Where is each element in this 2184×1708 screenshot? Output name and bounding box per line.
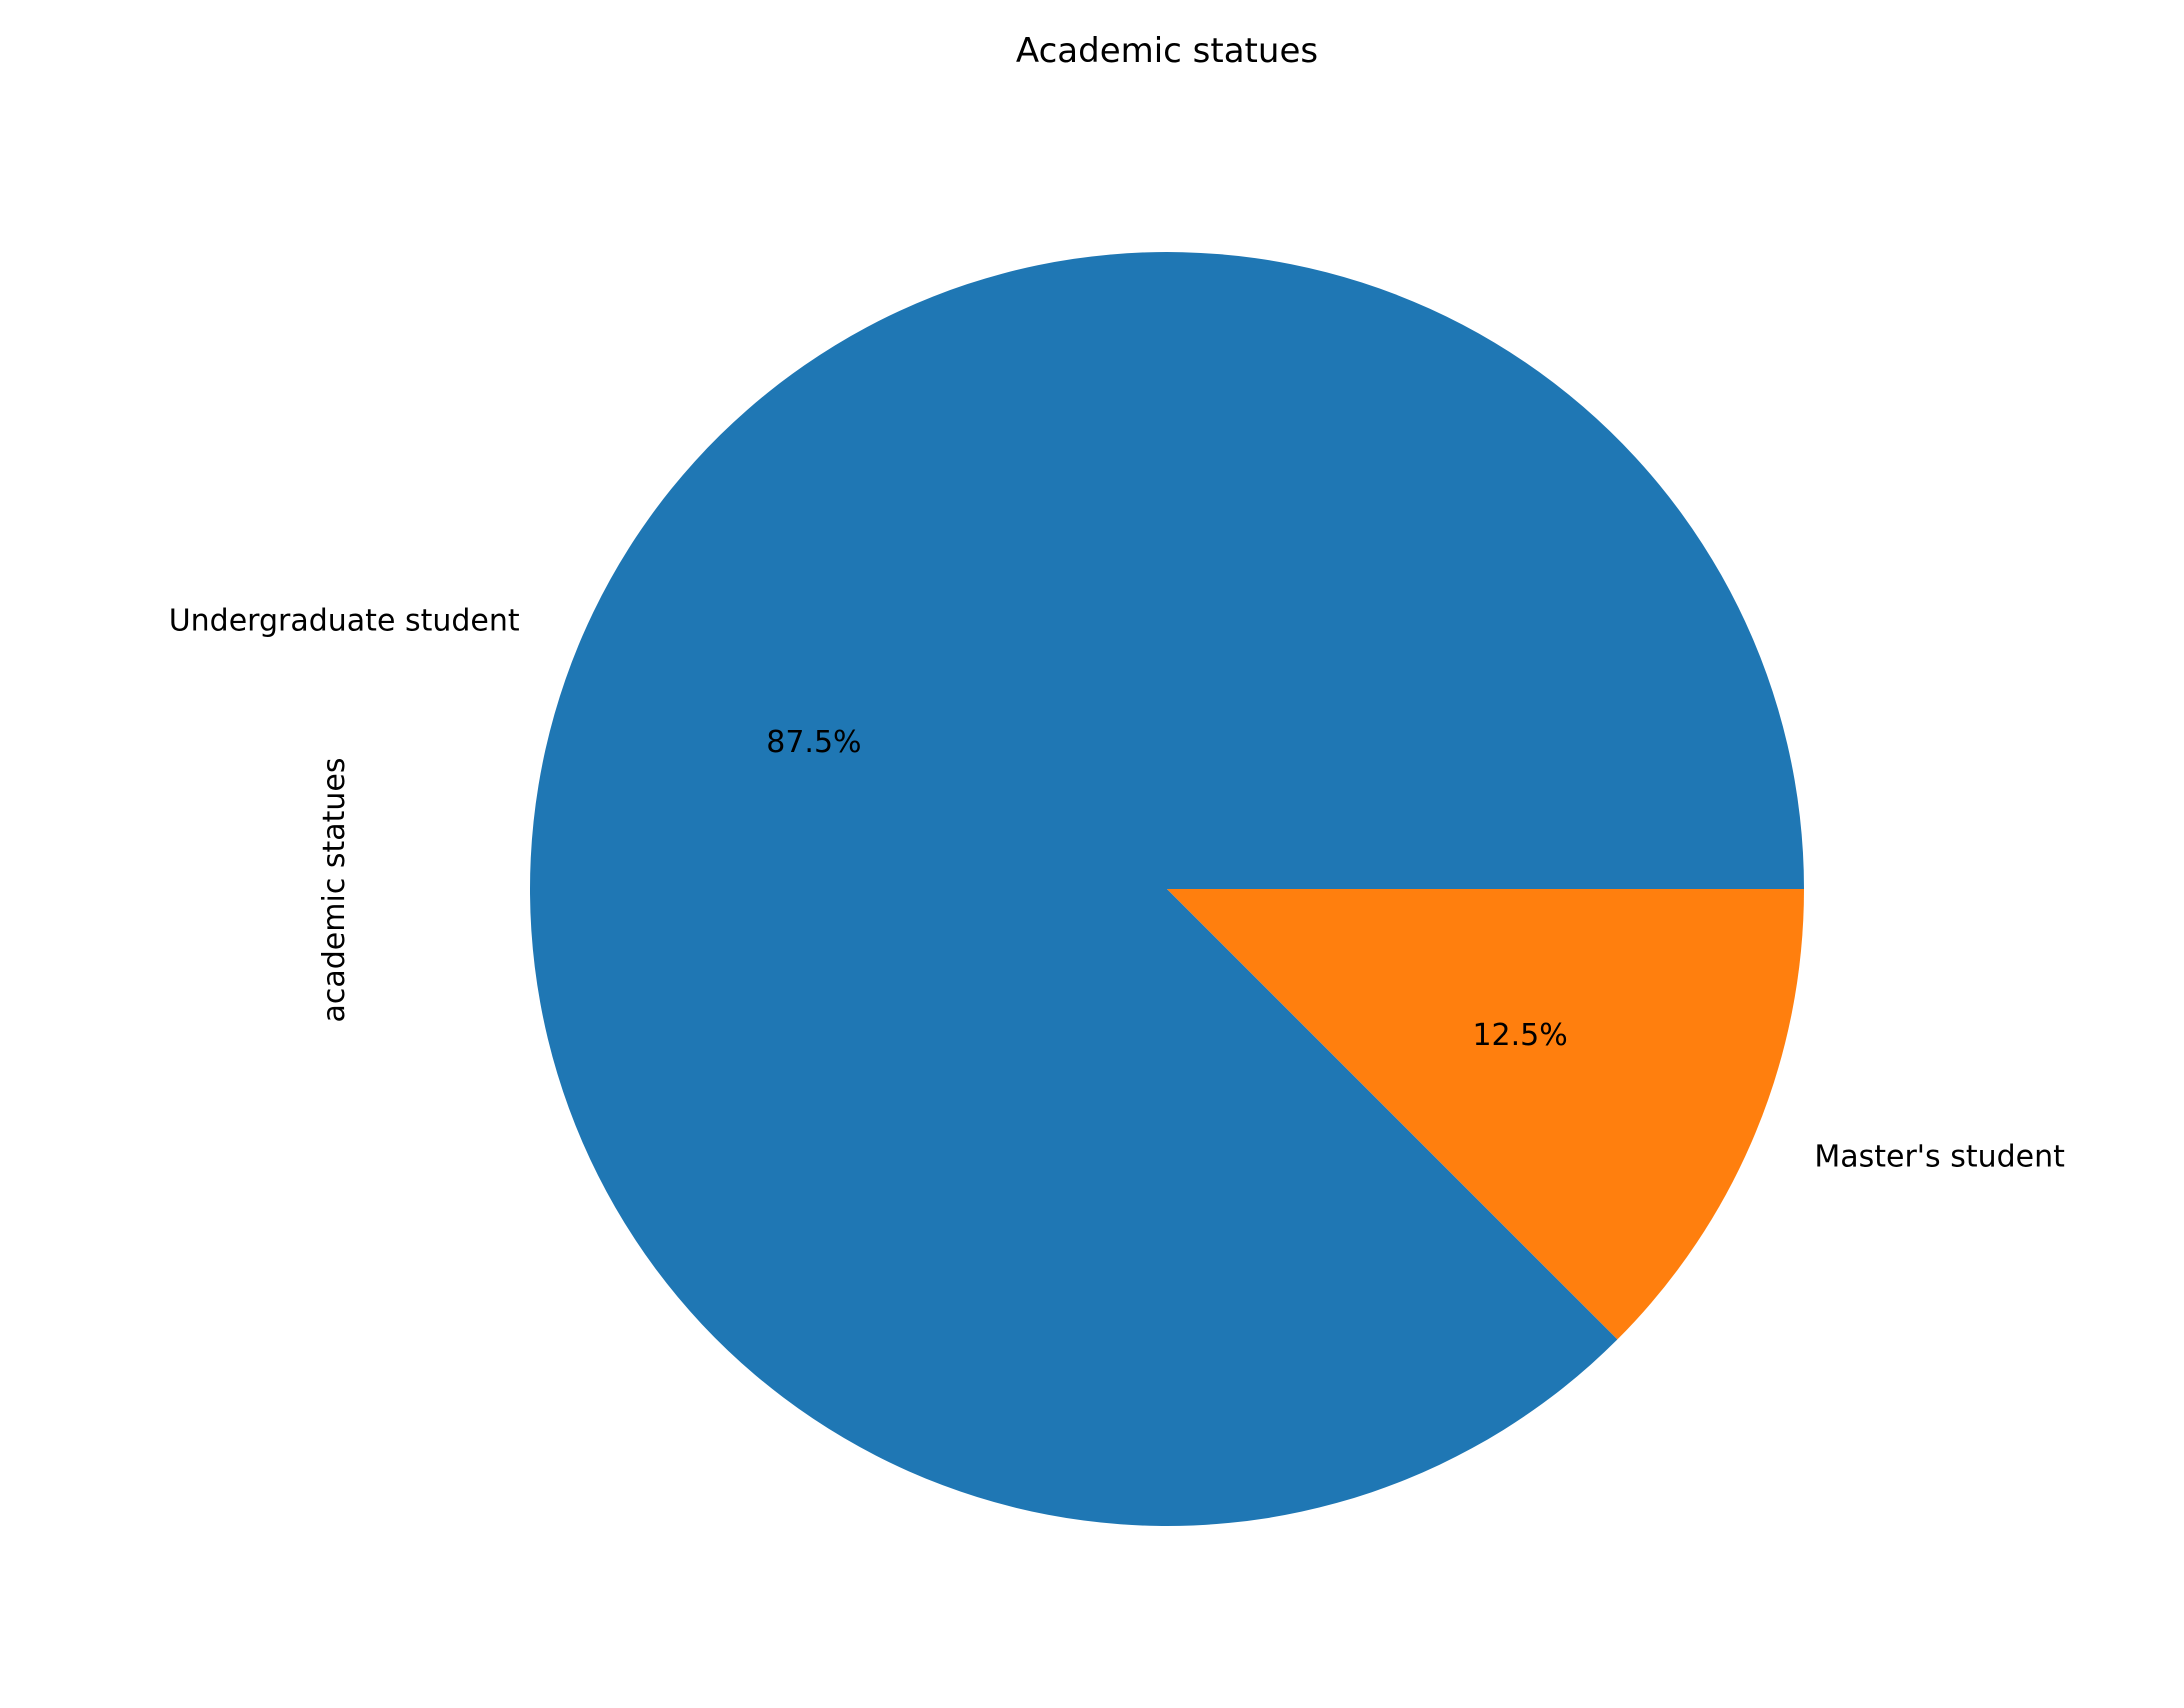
pie-pct-label-master-s-student: 12.5% bbox=[1472, 1018, 1567, 1053]
y-axis-label: academic statues bbox=[317, 758, 352, 1023]
pie-pct-label-undergraduate-student: 87.5% bbox=[766, 725, 861, 760]
pie-category-label-undergraduate-student: Undergraduate student bbox=[169, 603, 520, 638]
pie-slice-master-s-student bbox=[1167, 889, 1804, 1340]
chart-title: Academic statues bbox=[1016, 31, 1318, 71]
pie-category-label-master-s-student: Master's student bbox=[1814, 1140, 2065, 1175]
pie-labels: 87.5% Undergraduate student 12.5% Master's … bbox=[169, 603, 2065, 1174]
pie-slices bbox=[530, 251, 1805, 1526]
